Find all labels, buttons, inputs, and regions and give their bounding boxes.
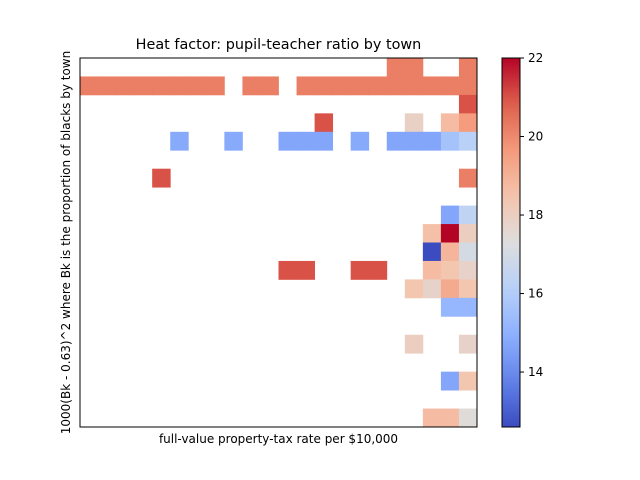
heatmap-cell bbox=[440, 242, 460, 262]
heatmap-cell bbox=[98, 76, 117, 96]
heatmap-cell bbox=[188, 76, 207, 96]
heatmap-cell bbox=[458, 131, 478, 151]
heatmap-cell bbox=[458, 224, 478, 243]
heatmap-cell bbox=[458, 113, 478, 133]
heatmap-cell bbox=[296, 131, 315, 151]
heatmap-cell bbox=[80, 76, 99, 96]
heatmap-cell bbox=[458, 242, 478, 262]
heatmap-cell bbox=[350, 76, 370, 96]
heatmap-cell bbox=[170, 131, 189, 151]
heatmap-cell bbox=[422, 408, 442, 428]
heatmap-cell bbox=[116, 76, 135, 96]
y-axis-label: 1000(Bk - 0.63)^2 where Bk is the propor… bbox=[59, 51, 73, 434]
heatmap-cell bbox=[440, 76, 460, 96]
plot-frame bbox=[79, 57, 478, 428]
heatmap-cell bbox=[422, 279, 442, 299]
colorbar bbox=[501, 57, 521, 428]
heatmap-cell bbox=[404, 334, 424, 354]
heatmap-cell bbox=[296, 76, 315, 96]
heatmap-cell bbox=[458, 334, 478, 354]
heatmap-cell bbox=[386, 76, 406, 96]
heatmap-cell bbox=[458, 408, 478, 428]
heatmap-cell bbox=[260, 76, 279, 96]
heatmap-cell bbox=[170, 76, 189, 96]
heatmap-cells bbox=[80, 58, 478, 428]
heatmap-cell bbox=[440, 371, 460, 391]
heatmap-cell bbox=[440, 131, 460, 151]
heatmap-cell bbox=[422, 131, 442, 151]
x-axis-label: full-value property-tax rate per $10,000 bbox=[159, 432, 398, 446]
heatmap-cell bbox=[458, 205, 478, 225]
heatmap-cell bbox=[152, 168, 171, 188]
heatmap-cell bbox=[152, 76, 171, 96]
heatmap-cell bbox=[458, 76, 478, 96]
heatmap-cell bbox=[422, 224, 442, 243]
heatmap-cell bbox=[386, 58, 406, 77]
heatmap-cell bbox=[440, 205, 460, 225]
heatmap-cell bbox=[458, 297, 478, 317]
heatmap-cell bbox=[314, 113, 334, 133]
heatmap-cell bbox=[440, 297, 460, 317]
heatmap-cell bbox=[404, 76, 424, 96]
heatmap-cell bbox=[224, 131, 243, 151]
heatmap-cell bbox=[206, 76, 225, 96]
heatmap-cell bbox=[404, 58, 424, 77]
heatmap-cell bbox=[242, 76, 261, 96]
colorbar-tick-label: 14 bbox=[528, 365, 543, 379]
heatmap-cell bbox=[458, 168, 478, 188]
heatmap-cell bbox=[458, 94, 478, 114]
colorbar-tick-label: 22 bbox=[528, 51, 543, 65]
heatmap-cell bbox=[278, 131, 297, 151]
heatmap-cell bbox=[458, 279, 478, 299]
chart-title: Heat factor: pupil-teacher ratio by town bbox=[136, 37, 422, 53]
heatmap-cell bbox=[440, 408, 460, 428]
heatmap-cell bbox=[368, 260, 388, 280]
heatmap-cell bbox=[440, 113, 460, 133]
heatmap-cell bbox=[278, 260, 297, 280]
heatmap-cell bbox=[404, 113, 424, 133]
heatmap-cell bbox=[368, 76, 388, 96]
heatmap-cell bbox=[422, 76, 442, 96]
heatmap-cell bbox=[350, 260, 370, 280]
heatmap-cell bbox=[440, 224, 460, 243]
heatmap-cell bbox=[314, 76, 334, 96]
heatmap-cell bbox=[314, 131, 334, 151]
colorbar-tick-label: 18 bbox=[528, 208, 543, 222]
heatmap-cell bbox=[350, 131, 370, 151]
heatmap-cell bbox=[404, 131, 424, 151]
heatmap-cell bbox=[458, 371, 478, 391]
heatmap-cell bbox=[422, 242, 442, 262]
heatmap-cell bbox=[386, 131, 406, 151]
colorbar-tick-label: 20 bbox=[528, 130, 543, 144]
colorbar-ticks: 14 16 18 20 22 bbox=[520, 51, 543, 379]
colorbar-tick-label: 16 bbox=[528, 287, 543, 301]
heatmap-cell bbox=[404, 279, 424, 299]
heatmap-cell bbox=[134, 76, 153, 96]
heatmap-cell bbox=[458, 58, 478, 77]
heatmap-cell bbox=[422, 260, 442, 280]
heatmap-cell bbox=[296, 260, 315, 280]
heatmap-cell bbox=[440, 279, 460, 299]
heatmap-cell bbox=[458, 260, 478, 280]
heatmap-cell bbox=[332, 76, 352, 96]
heatmap-cell bbox=[440, 260, 460, 280]
